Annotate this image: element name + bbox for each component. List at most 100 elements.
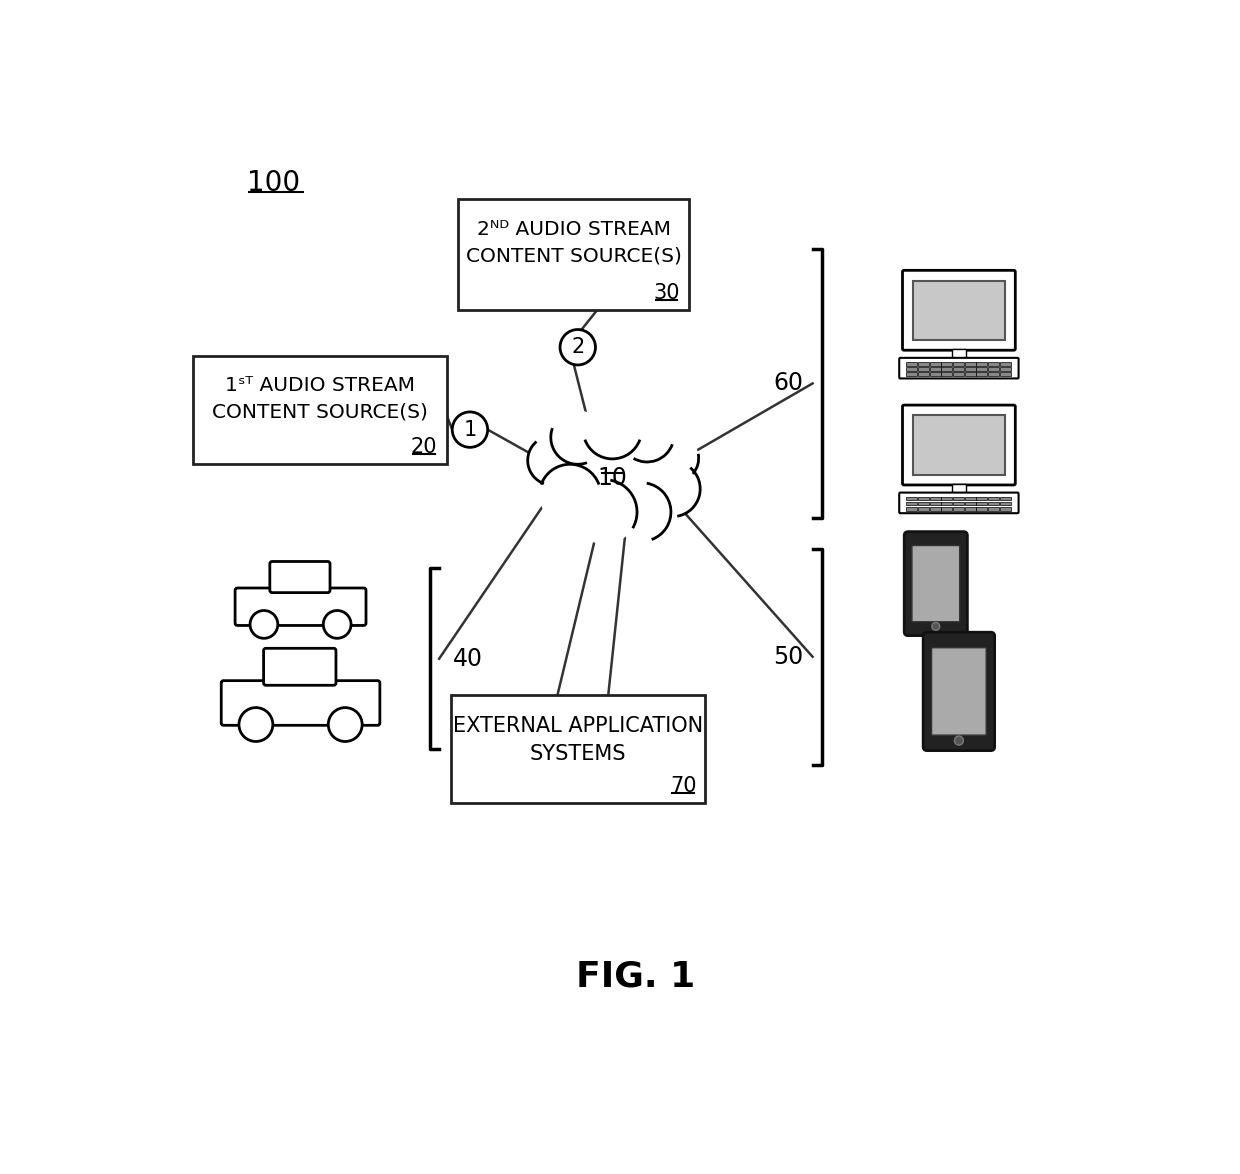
Text: 2ᴺᴰ AUDIO STREAM
CONTENT SOURCE(S): 2ᴺᴰ AUDIO STREAM CONTENT SOURCE(S) xyxy=(466,221,682,265)
Bar xyxy=(965,372,976,376)
Bar xyxy=(951,350,966,358)
Bar xyxy=(988,501,999,506)
Bar xyxy=(913,416,1004,474)
FancyBboxPatch shape xyxy=(221,681,379,726)
Text: 70: 70 xyxy=(670,776,697,796)
Text: 1ˢᵀ AUDIO STREAM
CONTENT SOURCE(S): 1ˢᵀ AUDIO STREAM CONTENT SOURCE(S) xyxy=(212,376,428,421)
Text: 40: 40 xyxy=(453,647,484,670)
Bar xyxy=(976,372,987,376)
Circle shape xyxy=(646,463,698,515)
Text: 30: 30 xyxy=(653,283,680,303)
Bar xyxy=(918,372,929,376)
Bar xyxy=(976,507,987,511)
FancyBboxPatch shape xyxy=(903,405,1016,485)
Bar xyxy=(913,281,1004,340)
Bar xyxy=(954,507,963,511)
Ellipse shape xyxy=(536,421,689,522)
Bar xyxy=(999,372,1011,376)
Circle shape xyxy=(621,409,673,461)
Bar xyxy=(999,507,1011,511)
Bar xyxy=(930,497,941,500)
Circle shape xyxy=(646,463,699,515)
Text: 60: 60 xyxy=(774,371,804,396)
Bar xyxy=(988,362,999,365)
Bar xyxy=(930,372,941,376)
Bar xyxy=(999,367,1011,371)
Bar xyxy=(918,507,929,511)
Bar xyxy=(976,367,987,371)
Circle shape xyxy=(614,485,670,540)
Circle shape xyxy=(560,330,595,365)
Bar xyxy=(941,507,952,511)
Circle shape xyxy=(573,480,636,544)
Bar xyxy=(918,367,929,371)
Text: 1: 1 xyxy=(464,419,476,439)
Bar xyxy=(459,198,689,310)
Circle shape xyxy=(563,421,662,522)
Bar xyxy=(976,497,987,500)
Bar xyxy=(941,367,952,371)
Bar xyxy=(450,695,704,803)
Circle shape xyxy=(613,484,670,540)
Bar xyxy=(192,357,446,464)
Circle shape xyxy=(239,708,273,742)
Bar xyxy=(976,501,987,506)
Text: EXTERNAL APPLICATION
SYSTEMS: EXTERNAL APPLICATION SYSTEMS xyxy=(453,716,703,764)
Bar xyxy=(976,362,987,365)
Bar xyxy=(906,507,918,511)
Bar xyxy=(930,501,941,506)
FancyBboxPatch shape xyxy=(911,546,960,622)
FancyBboxPatch shape xyxy=(236,588,366,626)
Bar xyxy=(954,362,963,365)
FancyBboxPatch shape xyxy=(931,648,986,735)
Circle shape xyxy=(585,402,640,458)
Bar xyxy=(999,362,1011,365)
Bar xyxy=(965,501,976,506)
Text: 2: 2 xyxy=(572,337,584,357)
Bar xyxy=(965,362,976,365)
Bar xyxy=(988,372,999,376)
Circle shape xyxy=(574,481,635,542)
Bar xyxy=(965,497,976,500)
Circle shape xyxy=(529,438,575,484)
Bar xyxy=(941,501,952,506)
Bar xyxy=(941,362,952,365)
Bar xyxy=(954,501,963,506)
Bar xyxy=(941,497,952,500)
Bar xyxy=(906,372,918,376)
Bar xyxy=(999,501,1011,506)
Circle shape xyxy=(955,736,963,745)
Circle shape xyxy=(552,412,603,463)
Circle shape xyxy=(584,402,641,458)
Bar xyxy=(906,367,918,371)
Circle shape xyxy=(453,412,487,447)
Bar xyxy=(988,367,999,371)
Circle shape xyxy=(324,610,351,639)
Bar xyxy=(988,507,999,511)
Circle shape xyxy=(329,708,362,742)
Bar xyxy=(965,507,976,511)
Bar xyxy=(941,372,952,376)
Text: 50: 50 xyxy=(773,645,804,669)
Circle shape xyxy=(528,437,577,485)
Text: 100: 100 xyxy=(247,169,300,197)
FancyBboxPatch shape xyxy=(264,648,336,686)
Bar xyxy=(906,362,918,365)
Circle shape xyxy=(541,466,599,525)
Circle shape xyxy=(621,410,672,460)
Circle shape xyxy=(932,622,940,630)
Bar xyxy=(954,497,963,500)
Circle shape xyxy=(650,434,698,483)
Bar xyxy=(999,497,1011,500)
Circle shape xyxy=(651,436,697,481)
FancyBboxPatch shape xyxy=(899,358,1018,378)
Text: FIG. 1: FIG. 1 xyxy=(575,959,696,993)
Bar xyxy=(954,372,963,376)
Bar xyxy=(954,367,963,371)
FancyBboxPatch shape xyxy=(903,270,1016,350)
Bar xyxy=(930,362,941,365)
Bar xyxy=(918,501,929,506)
Bar xyxy=(918,497,929,500)
Circle shape xyxy=(552,411,604,464)
Circle shape xyxy=(250,610,278,639)
